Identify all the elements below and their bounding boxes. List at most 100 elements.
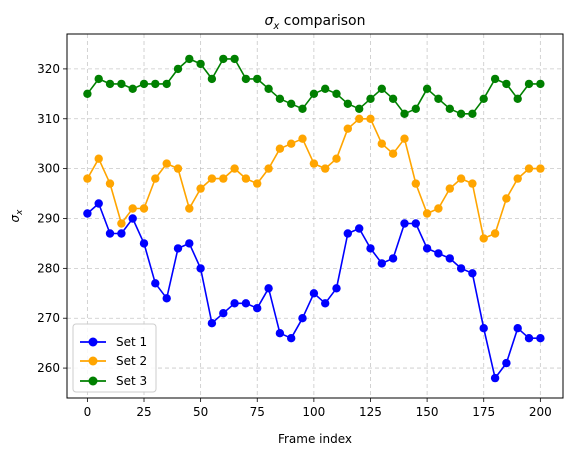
legend-label-set-3: Set 3	[116, 374, 147, 388]
legend: Set 1 Set 2 Set 3	[72, 323, 157, 393]
data-point-set-1	[309, 289, 319, 298]
chart-title: σx comparison	[265, 13, 366, 32]
data-point-set-1	[117, 229, 126, 238]
data-point-set-3	[321, 84, 330, 94]
data-point-set-2	[343, 124, 352, 133]
data-point-set-2	[275, 144, 285, 153]
data-point-set-1	[422, 244, 432, 253]
data-point-set-3	[411, 104, 420, 114]
data-point-set-3	[264, 84, 273, 94]
data-point-set-2	[162, 159, 171, 168]
legend-entry-set-2: Set 2	[80, 354, 147, 368]
data-point-set-1	[388, 254, 398, 263]
data-point-set-3	[139, 79, 149, 89]
legend-label-set-1: Set 1	[116, 335, 147, 349]
x-tick-label: 75	[250, 405, 265, 419]
x-axis-title: Frame index	[278, 432, 352, 446]
data-point-set-3	[253, 74, 262, 84]
data-point-set-2	[264, 164, 273, 173]
data-point-set-3	[309, 89, 319, 99]
data-point-set-3	[219, 54, 228, 64]
data-point-set-1	[287, 334, 296, 343]
y-tick-label: 280	[37, 261, 60, 275]
data-point-set-2	[173, 164, 183, 173]
data-point-set-3	[366, 94, 375, 104]
data-point-set-2	[309, 159, 319, 168]
data-point-set-1	[332, 284, 341, 293]
data-point-set-2	[207, 174, 217, 183]
data-point-set-3	[479, 94, 488, 104]
data-point-set-2	[468, 179, 477, 188]
data-point-set-3	[162, 79, 171, 89]
data-point-set-2	[411, 179, 420, 188]
data-point-set-3	[185, 54, 194, 64]
data-point-set-1	[241, 299, 251, 308]
data-point-set-2	[388, 149, 398, 158]
data-point-set-1	[219, 309, 228, 318]
data-point-set-1	[139, 239, 149, 248]
data-point-set-1	[94, 199, 103, 208]
data-point-set-1	[230, 299, 239, 308]
data-point-set-1	[275, 329, 285, 338]
data-point-set-3	[536, 79, 545, 89]
data-point-set-1	[253, 304, 262, 313]
data-point-set-3	[502, 79, 511, 89]
series-set-1	[83, 199, 545, 383]
series-layer	[83, 54, 545, 383]
x-tick-label: 0	[84, 405, 92, 419]
data-point-set-1	[162, 294, 171, 303]
data-point-set-2	[117, 219, 126, 228]
data-point-set-1	[434, 249, 443, 258]
data-point-set-3	[422, 84, 432, 94]
data-point-set-1	[513, 324, 522, 333]
data-point-set-3	[105, 79, 115, 89]
data-point-set-3	[298, 104, 307, 114]
x-tick-label: 150	[416, 405, 439, 419]
data-point-set-1	[490, 373, 500, 383]
data-point-set-3	[151, 79, 160, 89]
data-point-set-2	[253, 179, 262, 188]
y-tick-label: 290	[37, 211, 60, 225]
data-point-set-2	[321, 164, 330, 173]
data-point-set-2	[287, 139, 296, 148]
x-tick-label: 125	[359, 405, 382, 419]
data-point-set-2	[185, 204, 194, 213]
data-point-set-1	[456, 264, 466, 273]
x-axis: 0 25 50 75 100 125 150 175 200	[84, 398, 552, 419]
data-point-set-1	[151, 279, 160, 288]
data-point-set-3	[468, 109, 477, 119]
data-point-set-2	[434, 204, 443, 213]
data-point-set-2	[524, 164, 534, 173]
y-axis-title: σx	[8, 209, 25, 223]
data-point-set-1	[105, 229, 115, 238]
data-point-set-2	[513, 174, 522, 183]
data-point-set-2	[105, 179, 115, 188]
data-point-set-2	[241, 174, 251, 183]
data-point-set-1	[83, 209, 92, 218]
data-point-set-2	[445, 184, 454, 193]
data-point-set-1	[173, 244, 183, 253]
data-point-set-1	[355, 224, 364, 233]
data-point-set-2	[332, 154, 341, 163]
data-point-set-3	[287, 99, 296, 109]
data-point-set-2	[377, 139, 386, 148]
data-point-set-3	[355, 104, 364, 114]
plot-frame	[66, 33, 564, 399]
x-tick-label: 200	[529, 405, 552, 419]
data-point-set-1	[185, 239, 194, 248]
data-point-set-2	[502, 194, 511, 203]
data-point-set-3	[524, 79, 534, 89]
legend-marker-set-2	[88, 356, 98, 366]
data-point-set-2	[298, 134, 307, 143]
data-point-set-1	[207, 319, 217, 328]
legend-entry-set-1: Set 1	[80, 335, 147, 349]
legend-marker-set-3	[88, 376, 98, 386]
data-point-set-1	[411, 219, 420, 228]
y-axis: 260 270 280 290 300 310 320	[37, 62, 67, 375]
data-point-set-3	[434, 94, 443, 104]
data-point-set-1	[128, 214, 137, 223]
data-point-set-2	[230, 164, 239, 173]
data-point-set-1	[298, 314, 307, 323]
data-point-set-1	[343, 229, 352, 238]
